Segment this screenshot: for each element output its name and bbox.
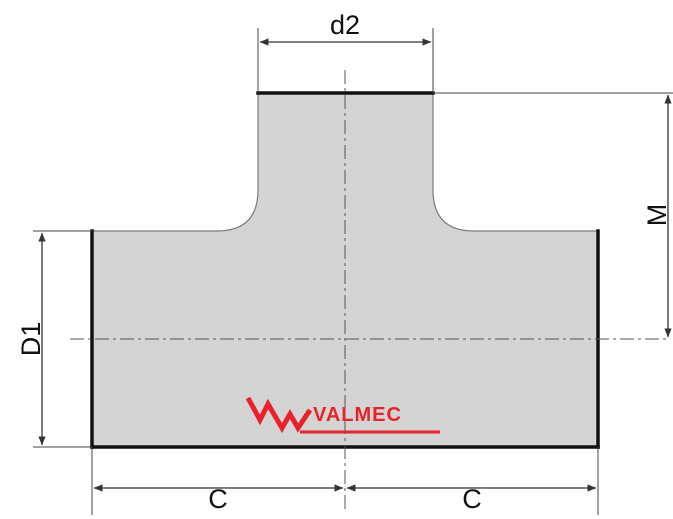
logo-mark [245, 396, 313, 433]
dimension-lines [38, 38, 672, 492]
label-c-right: C [462, 484, 482, 514]
label-d1: D1 [16, 322, 46, 357]
extension-lines [33, 28, 673, 515]
label-m: M [642, 204, 672, 227]
label-d2: d2 [330, 10, 360, 40]
logo-text: VALMEC [313, 404, 402, 426]
label-c-left: C [208, 484, 228, 514]
valmec-logo: VALMEC [245, 396, 440, 434]
center-lines [70, 70, 668, 512]
